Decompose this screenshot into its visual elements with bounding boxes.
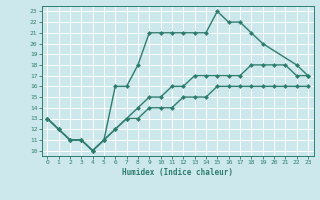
X-axis label: Humidex (Indice chaleur): Humidex (Indice chaleur)	[122, 168, 233, 177]
